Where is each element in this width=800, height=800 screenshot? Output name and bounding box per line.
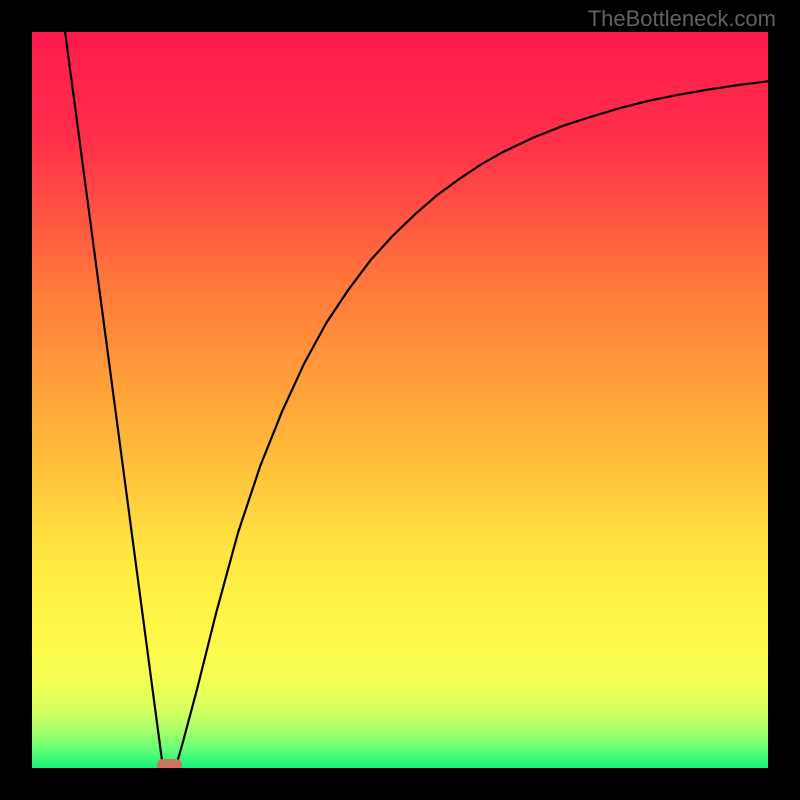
- curve-svg: [32, 32, 768, 768]
- bottleneck-curve: [65, 32, 768, 768]
- minimum-marker: [157, 759, 182, 768]
- watermark-text: TheBottleneck.com: [588, 6, 776, 32]
- plot-area: [32, 32, 768, 768]
- chart-wrapper: { "canvas": { "width": 800, "height": 80…: [0, 0, 800, 800]
